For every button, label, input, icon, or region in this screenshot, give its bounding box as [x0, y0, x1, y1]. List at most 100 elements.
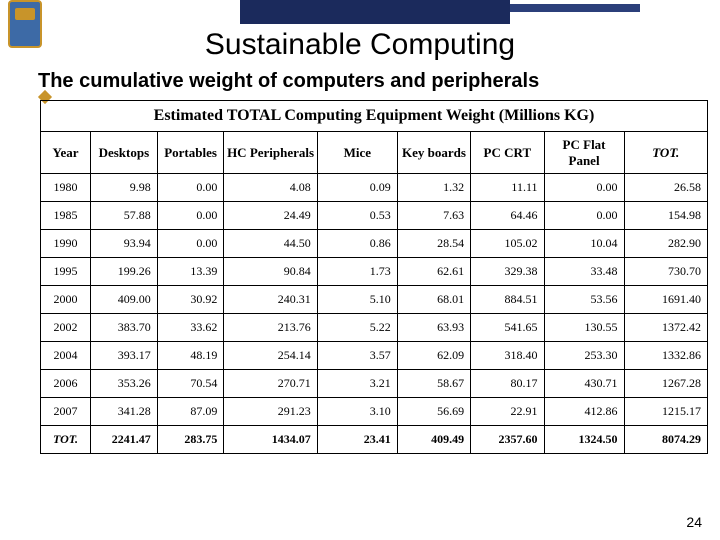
table-row: TOT.2241.47283.751434.0723.41409.492357.…: [41, 426, 708, 454]
table-cell: 10.04: [544, 230, 624, 258]
col-desktops: Desktops: [91, 132, 158, 174]
table-cell: 130.55: [544, 314, 624, 342]
table-cell: 87.09: [157, 398, 224, 426]
table-cell: 30.92: [157, 286, 224, 314]
table-cell: 1.73: [317, 258, 397, 286]
data-table-container: Estimated TOTAL Computing Equipment Weig…: [40, 100, 708, 454]
table-cell: 412.86: [544, 398, 624, 426]
table-cell: 318.40: [471, 342, 544, 370]
table-cell: 11.11: [471, 174, 544, 202]
table-cell: 541.65: [471, 314, 544, 342]
table-cell: 44.50: [224, 230, 317, 258]
table-cell: 3.21: [317, 370, 397, 398]
table-row: 199093.940.0044.500.8628.54105.0210.0428…: [41, 230, 708, 258]
table-row: 2004393.1748.19254.143.5762.09318.40253.…: [41, 342, 708, 370]
table-cell: 62.09: [397, 342, 470, 370]
table-cell: 1990: [41, 230, 91, 258]
table-cell: TOT.: [41, 426, 91, 454]
table-cell: 2000: [41, 286, 91, 314]
table-cell: 341.28: [91, 398, 158, 426]
table-cell: 283.75: [157, 426, 224, 454]
table-cell: 58.67: [397, 370, 470, 398]
table-cell: 1985: [41, 202, 91, 230]
table-cell: 80.17: [471, 370, 544, 398]
table-cell: 5.10: [317, 286, 397, 314]
table-cell: 28.54: [397, 230, 470, 258]
table-cell: 270.71: [224, 370, 317, 398]
table-cell: 0.86: [317, 230, 397, 258]
table-cell: 383.70: [91, 314, 158, 342]
table-cell: 2241.47: [91, 426, 158, 454]
table-cell: 5.22: [317, 314, 397, 342]
col-total: TOT.: [624, 132, 707, 174]
table-cell: 62.61: [397, 258, 470, 286]
col-keyboards: Key boards: [397, 132, 470, 174]
table-cell: 56.69: [397, 398, 470, 426]
table-row: 198557.880.0024.490.537.6364.460.00154.9…: [41, 202, 708, 230]
table-row: 2000409.0030.92240.315.1068.01884.5153.5…: [41, 286, 708, 314]
table-cell: 24.49: [224, 202, 317, 230]
table-row: 1995199.2613.3990.841.7362.61329.3833.48…: [41, 258, 708, 286]
table-cell: 1.32: [397, 174, 470, 202]
table-cell: 353.26: [91, 370, 158, 398]
table-cell: 1434.07: [224, 426, 317, 454]
table-cell: 282.90: [624, 230, 707, 258]
table-cell: 254.14: [224, 342, 317, 370]
table-cell: 0.00: [544, 202, 624, 230]
table-cell: 0.00: [544, 174, 624, 202]
data-table: Estimated TOTAL Computing Equipment Weig…: [40, 100, 708, 454]
table-cell: 213.76: [224, 314, 317, 342]
col-mice: Mice: [317, 132, 397, 174]
table-cell: 0.00: [157, 230, 224, 258]
table-cell: 22.91: [471, 398, 544, 426]
table-cell: 2006: [41, 370, 91, 398]
table-cell: 2004: [41, 342, 91, 370]
table-cell: 57.88: [91, 202, 158, 230]
table-cell: 23.41: [317, 426, 397, 454]
page-number: 24: [686, 514, 702, 530]
header-bar: [240, 0, 510, 24]
table-cell: 1995: [41, 258, 91, 286]
table-cell: 291.23: [224, 398, 317, 426]
table-cell: 253.30: [544, 342, 624, 370]
col-flat: PC Flat Panel: [544, 132, 624, 174]
table-cell: 409.00: [91, 286, 158, 314]
table-cell: 0.53: [317, 202, 397, 230]
table-cell: 329.38: [471, 258, 544, 286]
table-cell: 68.01: [397, 286, 470, 314]
table-cell: 2357.60: [471, 426, 544, 454]
table-body: 19809.980.004.080.091.3211.110.0026.5819…: [41, 174, 708, 454]
table-cell: 730.70: [624, 258, 707, 286]
table-cell: 33.62: [157, 314, 224, 342]
table-cell: 64.46: [471, 202, 544, 230]
header-bar-side: [510, 4, 640, 12]
table-cell: 2007: [41, 398, 91, 426]
table-cell: 1324.50: [544, 426, 624, 454]
table-row: 19809.980.004.080.091.3211.110.0026.58: [41, 174, 708, 202]
table-row: 2002383.7033.62213.765.2263.93541.65130.…: [41, 314, 708, 342]
table-cell: 1215.17: [624, 398, 707, 426]
table-row: 2006353.2670.54270.713.2158.6780.17430.7…: [41, 370, 708, 398]
table-cell: 240.31: [224, 286, 317, 314]
table-cell: 53.56: [544, 286, 624, 314]
table-cell: 2002: [41, 314, 91, 342]
table-cell: 393.17: [91, 342, 158, 370]
subtitle: The cumulative weight of computers and p…: [38, 70, 539, 93]
table-cell: 70.54: [157, 370, 224, 398]
table-title: Estimated TOTAL Computing Equipment Weig…: [41, 101, 708, 132]
col-portables: Portables: [157, 132, 224, 174]
table-cell: 9.98: [91, 174, 158, 202]
table-cell: 1691.40: [624, 286, 707, 314]
table-cell: 105.02: [471, 230, 544, 258]
table-cell: 4.08: [224, 174, 317, 202]
table-cell: 3.57: [317, 342, 397, 370]
table-cell: 0.00: [157, 202, 224, 230]
table-title-row: Estimated TOTAL Computing Equipment Weig…: [41, 101, 708, 132]
table-cell: 8074.29: [624, 426, 707, 454]
table-cell: 13.39: [157, 258, 224, 286]
table-cell: 7.63: [397, 202, 470, 230]
slide-title: Sustainable Computing: [0, 28, 720, 62]
table-cell: 3.10: [317, 398, 397, 426]
table-cell: 0.09: [317, 174, 397, 202]
table-cell: 63.93: [397, 314, 470, 342]
